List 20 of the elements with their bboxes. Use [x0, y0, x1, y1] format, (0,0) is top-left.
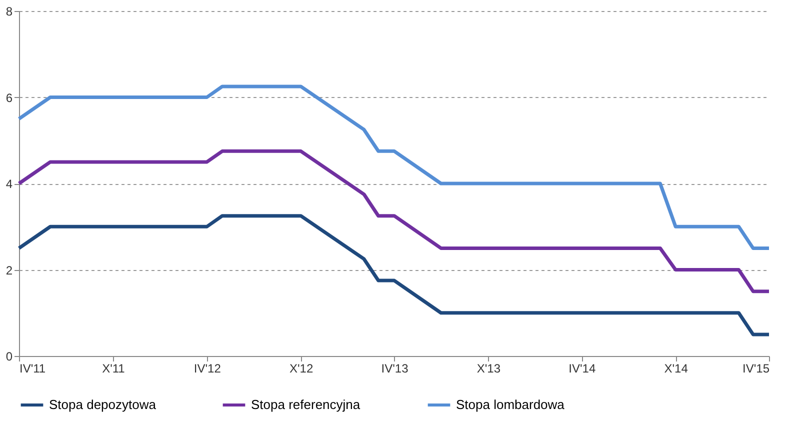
y-tick-label: 2	[6, 263, 13, 278]
y-tick-label: 0	[6, 350, 13, 364]
y-tick-label: 6	[6, 90, 13, 105]
legend-label: Stopa depozytowa	[49, 397, 157, 412]
x-tick-label: IV'15	[742, 362, 770, 376]
legend-label: Stopa lombardowa	[456, 397, 566, 412]
x-tick-label: X'13	[476, 362, 501, 376]
y-tick-label: 4	[6, 177, 13, 191]
x-tick-label: IV'11	[20, 362, 46, 376]
x-tick-label: X'12	[290, 362, 314, 376]
x-tick-label: IV'14	[568, 362, 596, 376]
legend-label: Stopa referencyjna	[251, 397, 361, 412]
line-series	[17, 84, 771, 250]
x-tick-label: X'11	[102, 362, 126, 376]
line-series	[17, 149, 771, 294]
y-tick-label: 8	[6, 4, 13, 18]
line-series	[17, 214, 771, 336]
x-tick-label: IV'12	[194, 362, 222, 376]
x-tick-label: IV'13	[381, 362, 409, 376]
x-tick-label: X'14	[664, 362, 688, 376]
